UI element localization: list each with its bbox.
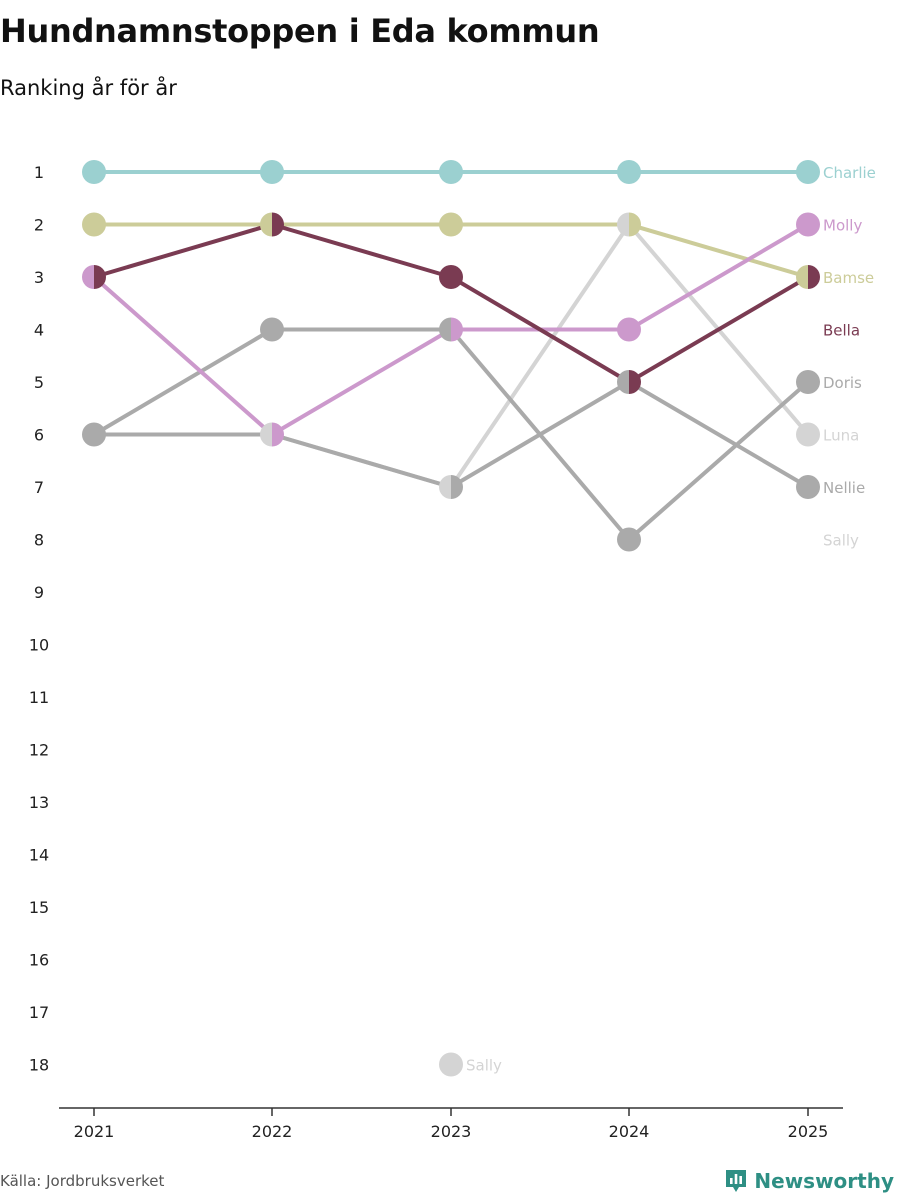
end-label-bamse: Bamse	[823, 269, 874, 287]
data-point-doris	[94, 422, 107, 447]
x-tick-label: 2024	[609, 1122, 650, 1141]
data-point-charlie	[796, 160, 820, 184]
data-point-doris	[796, 370, 820, 394]
data-point-bamse	[439, 212, 463, 237]
data-point-charlie	[260, 160, 284, 184]
y-tick-label: 3	[34, 268, 44, 287]
data-point-molly	[82, 265, 94, 289]
y-tick-label: 4	[34, 321, 44, 340]
y-tick-label: 1	[34, 163, 44, 182]
data-point-bella	[808, 265, 820, 289]
data-point-charlie	[82, 160, 106, 184]
data-point-molly	[796, 212, 820, 237]
data-point-charlie	[439, 160, 463, 184]
series-line-bella	[92, 222, 810, 384]
series-line-nellie	[92, 380, 810, 489]
end-label-doris: Doris	[823, 374, 862, 392]
series-line-luna	[449, 222, 810, 489]
x-tick-label: 2025	[788, 1122, 829, 1141]
end-label-bella: Bella	[823, 322, 860, 340]
data-point-nellie	[82, 422, 94, 447]
data-point-bamse	[796, 265, 808, 289]
end-label-luna: Luna	[823, 427, 859, 445]
data-point-bella	[272, 212, 284, 237]
data-point-sally	[260, 422, 272, 447]
y-tick-label: 15	[29, 898, 49, 917]
x-tick-label: 2022	[252, 1122, 293, 1141]
data-point-bella	[94, 265, 106, 289]
end-label-molly: Molly	[823, 217, 862, 235]
data-point-doris	[617, 527, 641, 552]
chart-subtitle: Ranking år för år	[0, 76, 177, 100]
end-label-charlie: Charlie	[823, 164, 876, 182]
source-note: Källa: Jordbruksverket	[0, 1172, 165, 1190]
data-point-sally	[439, 475, 451, 499]
y-tick-label: 11	[29, 688, 49, 707]
y-tick-label: 6	[34, 426, 44, 445]
data-point-bamse	[260, 212, 272, 237]
data-point-charlie	[617, 160, 641, 184]
y-tick-label: 16	[29, 951, 49, 970]
brand-name: Newsworthy	[754, 1169, 894, 1193]
y-tick-label: 17	[29, 1003, 49, 1022]
data-point-nellie	[796, 475, 820, 499]
x-tick-label: 2023	[431, 1122, 472, 1141]
data-point-bella	[439, 265, 463, 289]
data-point-bamse	[82, 212, 106, 237]
y-tick-label: 8	[34, 531, 44, 550]
y-tick-label: 13	[29, 793, 49, 812]
data-point-bella	[629, 370, 641, 394]
y-tick-label: 9	[34, 583, 44, 602]
data-point-luna	[796, 422, 820, 447]
end-label-nellie: Nellie	[823, 479, 865, 497]
data-point-luna	[617, 212, 629, 237]
y-tick-label: 12	[29, 741, 49, 760]
y-tick-label: 7	[34, 478, 44, 497]
data-point-molly	[451, 317, 464, 342]
y-tick-label: 18	[29, 1056, 49, 1075]
point-label-sally: Sally	[466, 1057, 502, 1075]
brand[interactable]: Newsworthy	[724, 1168, 894, 1194]
data-point-bamse	[629, 212, 641, 237]
data-point-nellie	[451, 475, 463, 499]
data-point-molly	[617, 317, 641, 342]
y-tick-label: 5	[34, 373, 44, 392]
data-point-sally	[439, 1052, 463, 1077]
y-tick-label: 14	[29, 846, 49, 865]
end-label-sally: Sally	[823, 532, 859, 550]
data-point-doris	[260, 317, 284, 342]
chart-title: Hundnamnstoppen i Eda kommun	[0, 12, 600, 50]
y-tick-label: 10	[29, 636, 49, 655]
data-point-doris	[439, 317, 451, 342]
y-tick-label: 2	[34, 216, 44, 235]
data-point-molly	[272, 422, 284, 447]
x-tick-label: 2021	[74, 1122, 115, 1141]
newsworthy-logo-icon	[726, 1170, 747, 1192]
data-point-nellie	[617, 370, 629, 394]
